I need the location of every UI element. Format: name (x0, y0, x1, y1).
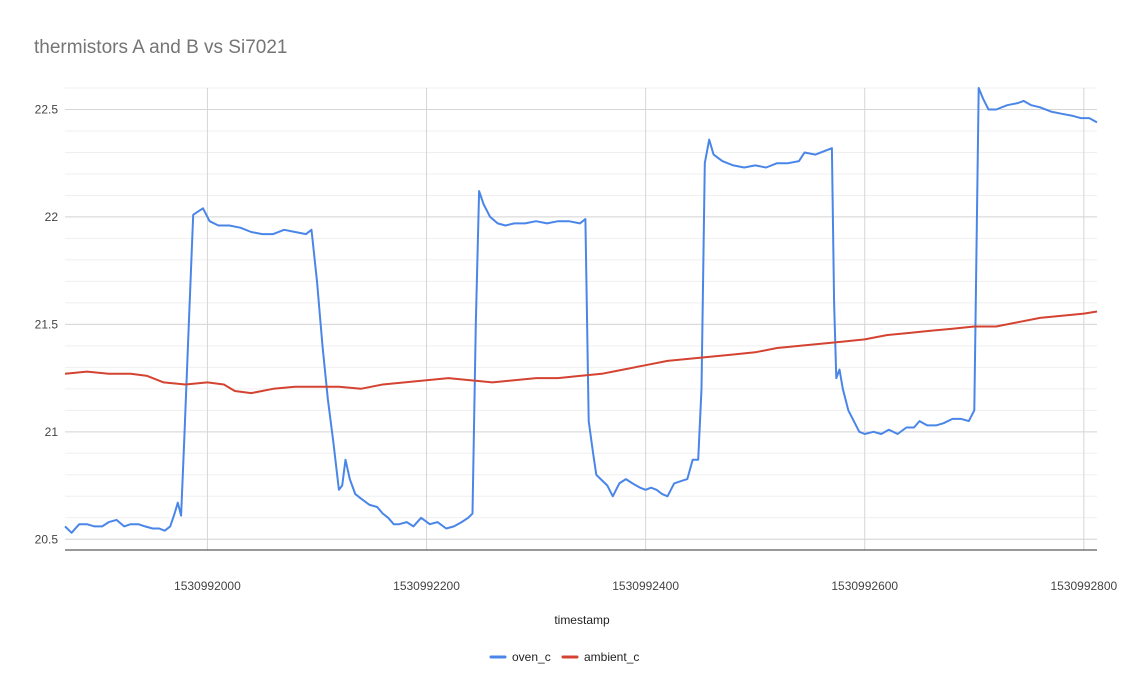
x-tick-label: 1530992800 (1050, 579, 1117, 593)
x-tick-label: 1530992000 (174, 579, 241, 593)
legend: oven_c ambient_c (489, 650, 639, 664)
y-tick-label: 20.5 (35, 532, 59, 546)
x-axis-tick-labels: 1530992000 1530992200 1530992400 1530992600… (174, 579, 1117, 593)
plot-area (64, 87, 1098, 534)
chart-title: thermistors A and B vs Si7021 (34, 37, 287, 58)
y-tick-label: 22 (45, 210, 59, 224)
legend-label-oven-c: oven_c (512, 650, 551, 664)
y-tick-label: 22.5 (35, 102, 59, 116)
gridlines (65, 87, 1097, 551)
x-tick-label: 1530992600 (831, 579, 898, 593)
x-tick-label: 1530992200 (393, 579, 460, 593)
x-axis-title: timestamp (554, 613, 610, 627)
x-tick-label: 1530992400 (612, 579, 679, 593)
series-line-oven-c (64, 87, 1098, 534)
y-axis-tick-labels: 20.5 21 21.5 22 22.5 (35, 102, 59, 546)
series-line-ambient-c (64, 310, 1098, 395)
y-tick-label: 21.5 (35, 317, 59, 331)
y-tick-label: 21 (45, 425, 59, 439)
legend-label-ambient-c: ambient_c (584, 650, 639, 664)
